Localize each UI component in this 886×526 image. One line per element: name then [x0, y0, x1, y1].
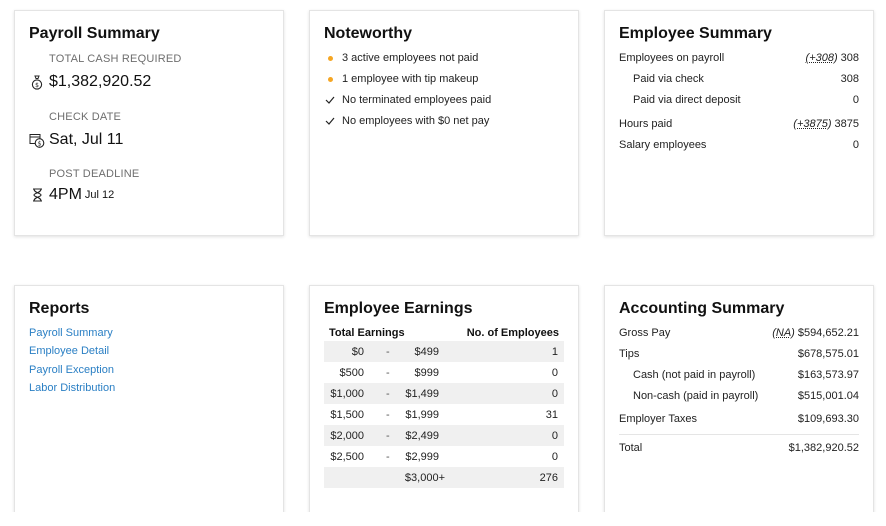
- accounting-row-tips: Tips $678,575.01: [619, 348, 859, 360]
- total-cash-value: $1,382,920.52: [49, 73, 152, 90]
- summary-row-paid-via-check: Paid via check 308: [633, 73, 859, 85]
- noteworthy-item: 3 active employees not paid: [324, 52, 478, 64]
- warning-dot-icon: [324, 76, 336, 82]
- calendar-money-icon: $: [29, 132, 45, 148]
- post-deadline-date: Jul 12: [84, 189, 115, 201]
- earnings-table: $0- $499 1 $500- $999 0 $1,000- $1,499 0 $1,50…: [324, 341, 564, 488]
- summary-row-salary-employees: Salary employees 0: [619, 139, 859, 151]
- reports-card: Reports Payroll Summary Employee Detail …: [14, 285, 284, 512]
- hourglass-icon: [29, 187, 45, 203]
- check-date-label: CHECK DATE: [49, 111, 122, 123]
- card-title: Employee Summary: [619, 25, 772, 42]
- table-row: $3,000+ 276: [324, 467, 564, 488]
- delta-link[interactable]: (NA): [772, 327, 795, 339]
- summary-row-paid-via-direct-deposit: Paid via direct deposit 0: [633, 94, 859, 106]
- card-title: Employee Earnings: [324, 300, 473, 317]
- table-row: $1,000- $1,499 0: [324, 383, 564, 404]
- dashboard: Payroll Summary TOTAL CASH REQUIRED $ $1…: [14, 10, 874, 512]
- accounting-row-noncash-tips: Non-cash (paid in payroll) $515,001.04: [633, 390, 859, 402]
- post-deadline-row: 4PM Jul 12: [29, 186, 114, 204]
- delta-link[interactable]: (+3875): [793, 118, 832, 130]
- card-title: Noteworthy: [324, 25, 412, 42]
- accounting-summary-card: Accounting Summary Gross Pay (NA) $594,65…: [604, 285, 874, 512]
- total-cash-row: $ $1,382,920.52: [29, 73, 151, 91]
- earnings-table-header: Total Earnings No. of Employees: [329, 327, 559, 339]
- report-link-labor-distribution[interactable]: Labor Distribution: [29, 382, 116, 394]
- checkmark-icon: [324, 96, 336, 104]
- accounting-row-employer-taxes: Employer Taxes $109,693.30: [619, 413, 859, 425]
- money-bag-icon: $: [29, 74, 45, 90]
- card-title: Accounting Summary: [619, 300, 785, 317]
- divider: [619, 434, 859, 435]
- employee-earnings-card: Employee Earnings Total Earnings No. of …: [309, 285, 579, 512]
- accounting-row-gross-pay: Gross Pay (NA) $594,652.21: [619, 327, 859, 339]
- warning-dot-icon: [324, 55, 336, 61]
- svg-text:$: $: [35, 82, 39, 89]
- checkmark-icon: [324, 117, 336, 125]
- accounting-row-total: Total $1,382,920.52: [619, 442, 859, 454]
- table-row: $2,000- $2,499 0: [324, 425, 564, 446]
- table-row: $0- $499 1: [324, 341, 564, 362]
- report-link-employee-detail[interactable]: Employee Detail: [29, 345, 110, 357]
- check-date-row: $ Sat, Jul 11: [29, 131, 123, 149]
- post-deadline-label: POST DEADLINE: [49, 168, 140, 180]
- card-title: Reports: [29, 300, 90, 317]
- accounting-row-cash-tips: Cash (not paid in payroll) $163,573.97: [633, 369, 859, 381]
- report-link-payroll-exception[interactable]: Payroll Exception: [29, 364, 114, 376]
- table-row: $1,500- $1,999 31: [330, 408, 558, 421]
- noteworthy-item: No employees with $0 net pay: [324, 115, 489, 127]
- card-title: Payroll Summary: [29, 25, 160, 42]
- noteworthy-item: No terminated employees paid: [324, 94, 491, 106]
- employee-summary-card: Employee Summary Employees on payroll (+…: [604, 10, 874, 236]
- summary-row-hours-paid: Hours paid (+3875) 3875: [619, 118, 859, 130]
- noteworthy-card: Noteworthy 3 active employees not paid 1…: [309, 10, 579, 236]
- payroll-summary-card: Payroll Summary TOTAL CASH REQUIRED $ $1…: [14, 10, 284, 236]
- table-row: $500- $999 0: [339, 366, 558, 379]
- table-row: $2,500- $2,999 0: [330, 450, 558, 463]
- summary-row-employees-on-payroll: Employees on payroll (+308) 308: [619, 52, 859, 64]
- post-deadline-time: 4PM: [49, 186, 82, 203]
- noteworthy-item: 1 employee with tip makeup: [324, 73, 478, 85]
- delta-link[interactable]: (+308): [805, 52, 838, 64]
- total-cash-label: TOTAL CASH REQUIRED: [49, 53, 182, 65]
- check-date-value: Sat, Jul 11: [49, 131, 124, 148]
- report-link-payroll-summary[interactable]: Payroll Summary: [29, 327, 113, 339]
- svg-text:$: $: [38, 140, 42, 147]
